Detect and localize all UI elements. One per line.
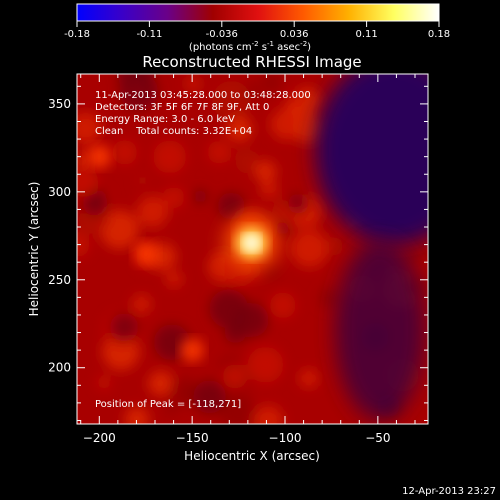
footer-timestamp: 12-Apr-2013 23:27: [402, 486, 496, 497]
annotation-energy-range: Energy Range: 3.0 - 6.0 keV: [95, 114, 235, 125]
heatmap-sources: [87, 144, 205, 363]
negative-region-lower: [335, 240, 425, 420]
texture-patch: [148, 370, 174, 397]
texture-patch: [132, 294, 151, 314]
texture-patch: [264, 264, 281, 281]
texture-patch: [288, 193, 309, 214]
texture-patch: [207, 140, 231, 164]
texture-patch: [193, 189, 208, 204]
texture-patch: [135, 173, 149, 187]
texture-patch: [235, 150, 259, 174]
annotation-time-range: 11-Apr-2013 03:45:28.000 to 03:48:28.000: [95, 90, 311, 101]
texture-patch: [261, 74, 283, 93]
x-tick-label: −50: [365, 431, 390, 445]
x-tick-label: −200: [83, 431, 116, 445]
y-tick-label: 200: [48, 361, 71, 375]
texture-patch: [186, 76, 200, 91]
colorbar-tick-label: -0.11: [136, 29, 162, 40]
y-axis: 200 250 300 350: [48, 85, 428, 421]
colorbar-ticks: -0.18 -0.11 -0.036 0.036 0.11 0.18: [64, 21, 450, 40]
texture-patch: [290, 229, 329, 268]
y-tick-label: 300: [48, 185, 71, 199]
texture-patch: [260, 181, 278, 198]
colorbar-tick-label: 0.18: [428, 29, 450, 40]
texture-patch: [270, 108, 302, 140]
texture-patch: [96, 375, 112, 390]
y-tick-label: 350: [48, 97, 71, 111]
texture-patch: [269, 292, 296, 319]
texture-patch: [153, 140, 187, 174]
texture-patch: [117, 74, 154, 93]
texture-patch: [247, 346, 284, 383]
texture-patch: [219, 394, 257, 424]
texture-patch: [112, 140, 138, 165]
texture-patch: [164, 402, 177, 415]
texture-patch: [318, 287, 339, 308]
texture-patch: [209, 289, 249, 329]
texture-patch: [100, 210, 139, 249]
y-tick-label: 250: [48, 273, 71, 287]
colorbar-tick-label: 0.036: [280, 29, 309, 40]
texture-patch: [163, 186, 185, 208]
texture-patch: [324, 237, 344, 256]
plot-frame: [76, 73, 429, 425]
texture-patch: [169, 377, 199, 407]
heatmap-image: [77, 74, 428, 424]
texture-patch: [407, 247, 421, 261]
x-axis: −200 −150 −100 −50: [80, 74, 416, 445]
y-axis-label: Heliocentric Y (arcsec): [27, 182, 41, 317]
x-tick-label: −100: [269, 431, 302, 445]
texture-patch: [77, 152, 90, 168]
peak-position-label: Position of Peak = [-118,271]: [95, 399, 241, 410]
texture-patch: [124, 406, 150, 424]
x-tick-label: −150: [176, 431, 209, 445]
secondary-source: [133, 241, 158, 266]
texture-patch: [136, 196, 169, 228]
texture-patch: [77, 112, 102, 144]
colorbar-tick-label: 0.11: [355, 29, 377, 40]
texture-patch: [166, 271, 182, 287]
annotation-detectors: Detectors: 3F 5F 6F 7F 8F 9F, Att 0: [95, 102, 269, 113]
secondary-source: [180, 338, 205, 363]
texture-patch: [217, 192, 245, 220]
texture-patch: [77, 167, 99, 198]
colorbar-units: (photons cm-2 s-1 asec-2): [189, 40, 311, 53]
negative-region: [315, 74, 428, 245]
texture-patch: [299, 369, 318, 388]
texture-patch: [253, 405, 284, 424]
texture-patch: [109, 313, 139, 342]
annotation-total-counts: Clean Total counts: 3.32E+04: [95, 126, 252, 137]
texture-patch: [193, 380, 227, 414]
texture-patch: [275, 221, 290, 236]
secondary-source: [87, 144, 112, 169]
texture-patch: [254, 160, 277, 183]
texture-patch: [226, 116, 253, 142]
colorbar-tick-label: -0.18: [64, 29, 90, 40]
chart-title: Reconstructed RHESSI Image: [142, 53, 361, 71]
x-axis-label: Heliocentric X (arcsec): [184, 449, 320, 463]
texture-patch: [211, 80, 252, 121]
peak-source-center: [243, 234, 260, 251]
texture-patch: [222, 364, 248, 389]
texture-patch: [77, 232, 90, 257]
colorbar: [76, 3, 440, 22]
colorbar-tick-label: -0.036: [206, 29, 238, 40]
